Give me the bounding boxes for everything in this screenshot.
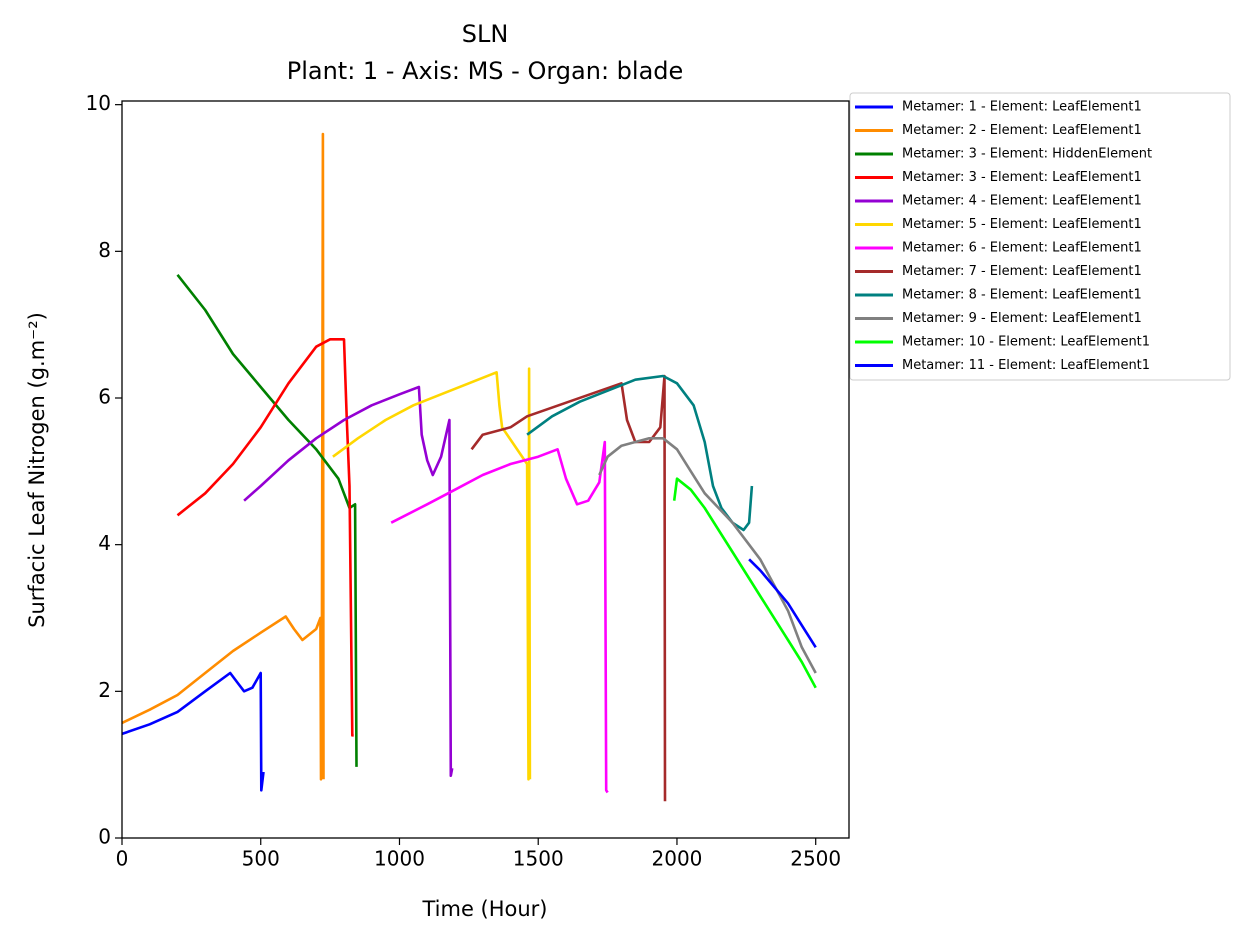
legend-label: Metamer: 3 - Element: LeafElement1 — [902, 170, 1142, 185]
legend-label: Metamer: 6 - Element: LeafElement1 — [902, 241, 1142, 256]
y-tick-label: 0 — [98, 825, 111, 849]
legend-label: Metamer: 7 - Element: LeafElement1 — [902, 264, 1142, 279]
series-line — [176, 338, 354, 737]
series-line — [748, 558, 817, 648]
series-line — [526, 374, 754, 532]
series-line — [390, 440, 609, 794]
series-line — [598, 437, 817, 674]
plot-frame — [121, 100, 850, 839]
legend-label: Metamer: 8 - Element: LeafElement1 — [902, 288, 1142, 303]
series-line — [121, 671, 265, 792]
y-tick-label: 10 — [86, 91, 111, 115]
series-line — [243, 385, 454, 777]
series-line — [672, 477, 817, 689]
legend-label: Metamer: 10 - Element: LeafElement1 — [902, 335, 1150, 350]
legend-label: Metamer: 3 - Element: HiddenElement — [902, 147, 1152, 162]
y-tick-label: 6 — [98, 385, 111, 409]
x-tick-label: 2000 — [652, 847, 703, 871]
legend-label: Metamer: 2 - Element: LeafElement1 — [902, 123, 1142, 138]
legend-label: Metamer: 11 - Element: LeafElement1 — [902, 358, 1150, 373]
y-tick-label: 4 — [98, 531, 111, 555]
legend-label: Metamer: 1 - Element: LeafElement1 — [902, 100, 1142, 115]
x-tick-label: 1000 — [374, 847, 425, 871]
legend-box — [849, 92, 1231, 381]
series-line — [470, 374, 667, 802]
x-tick-label: 1500 — [513, 847, 564, 871]
series-line — [176, 273, 358, 767]
x-axis-label: Time (Hour) — [421, 897, 547, 921]
x-tick-label: 2500 — [790, 847, 841, 871]
x-tick-label: 500 — [242, 847, 280, 871]
series-line — [332, 367, 532, 781]
legend-label: Metamer: 4 - Element: LeafElement1 — [902, 194, 1142, 209]
chart-title: SLN — [462, 20, 509, 48]
y-axis-label: Surfacic Leaf Nitrogen (g.m⁻²) — [25, 312, 49, 628]
legend-label: Metamer: 5 - Element: LeafElement1 — [902, 217, 1142, 232]
series-line — [121, 132, 325, 781]
legend-label: Metamer: 9 - Element: LeafElement1 — [902, 311, 1142, 326]
y-tick-label: 8 — [98, 238, 111, 262]
x-tick-label: 0 — [116, 847, 129, 871]
chart-subtitle: Plant: 1 - Axis: MS - Organ: blade — [287, 57, 684, 85]
y-tick-label: 2 — [98, 678, 111, 702]
